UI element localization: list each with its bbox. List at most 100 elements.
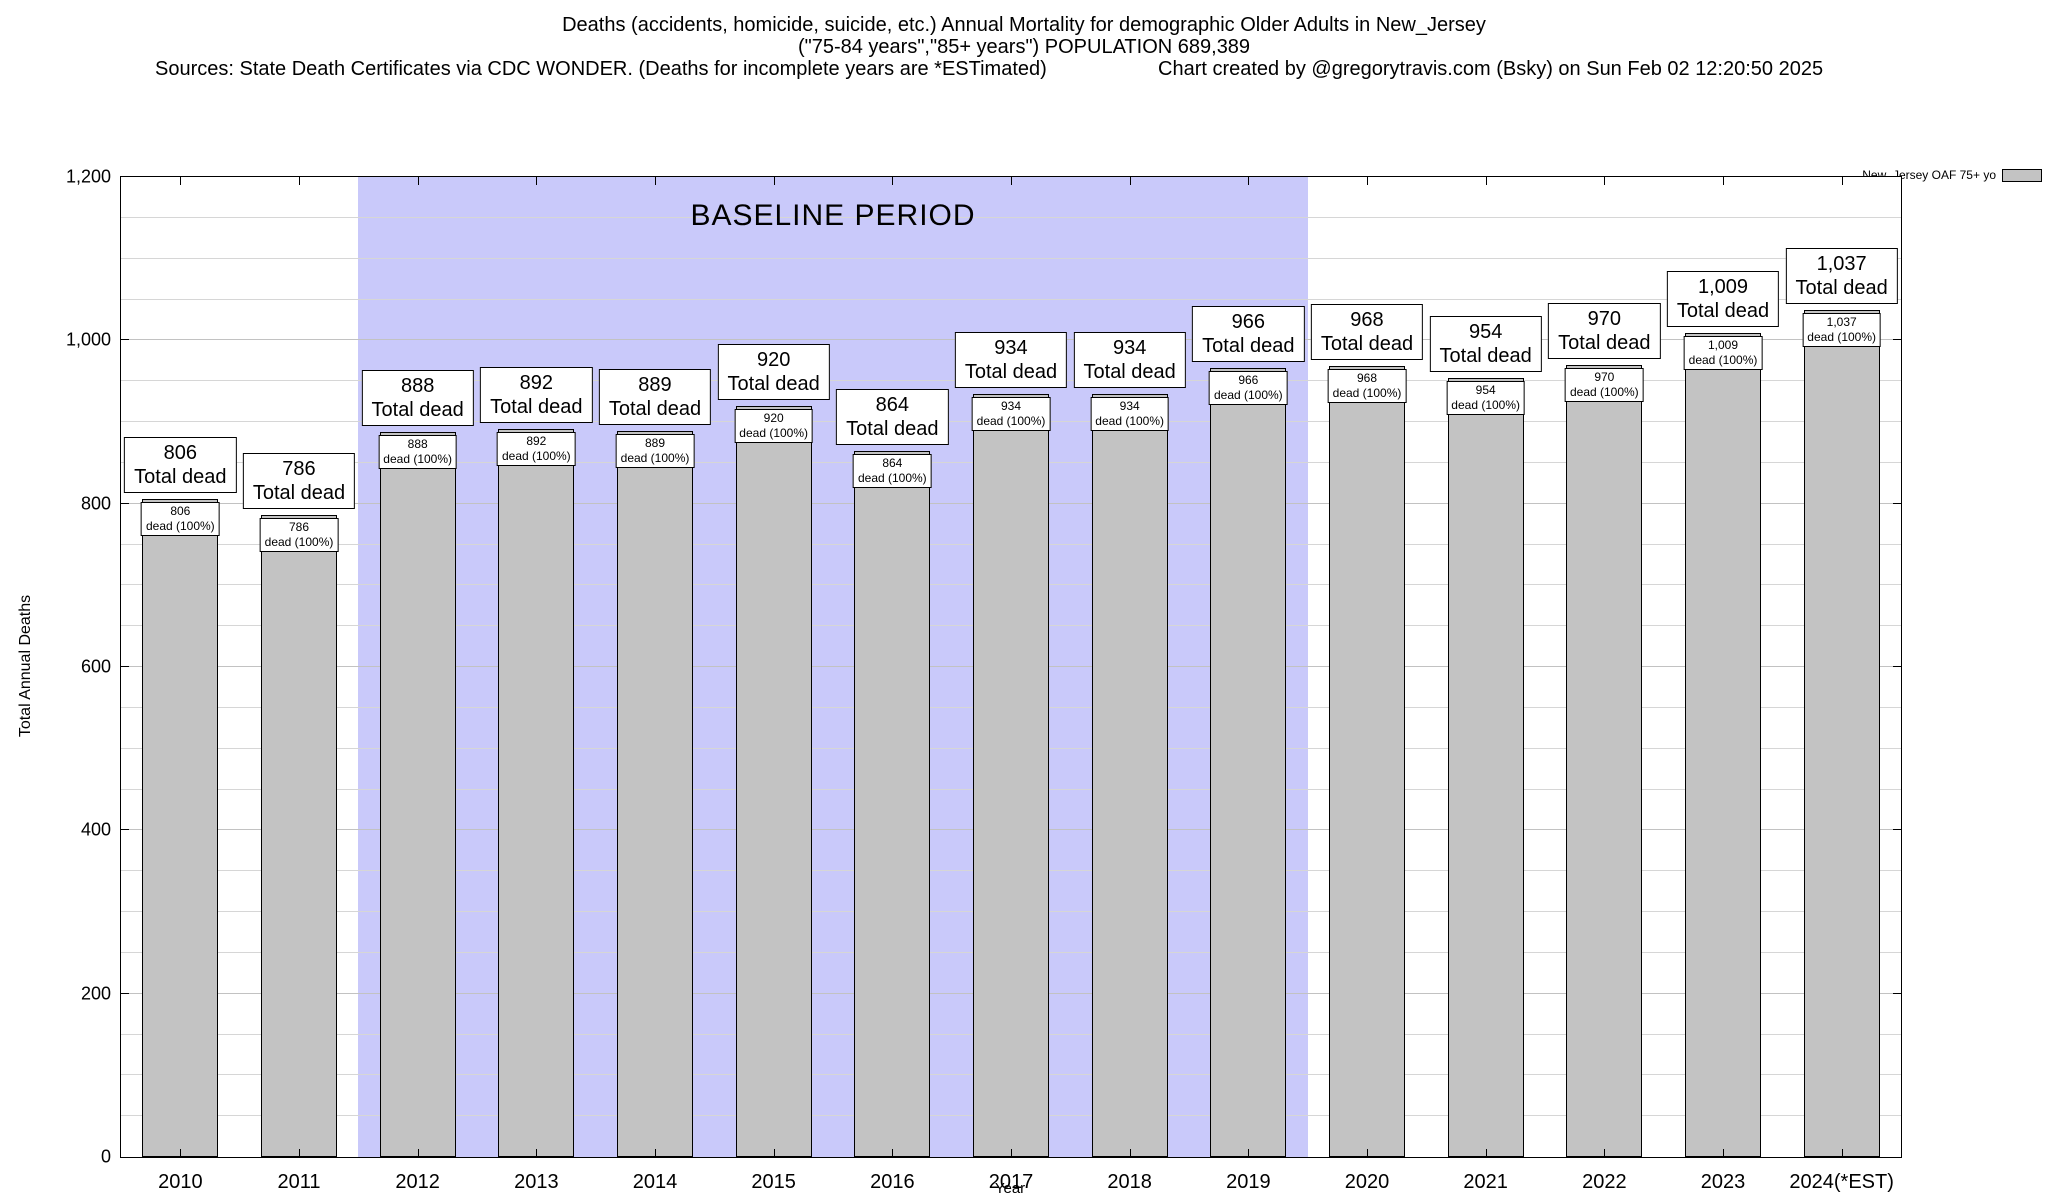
label-text: 954 [1475, 383, 1496, 397]
x-tick-mark [180, 177, 182, 185]
x-tick-mark [773, 1149, 775, 1157]
label-text: 806 [163, 442, 198, 464]
label-text: Total dead [1795, 277, 1888, 299]
bar-2014 [617, 431, 693, 1157]
label-text: 1,009 [1697, 276, 1749, 298]
label-text: Total dead [1320, 333, 1414, 355]
bar-sublabel-box: 1,037 dead (100%) [1802, 313, 1882, 347]
x-tick-label: 2018 [1107, 1171, 1152, 1193]
y-tick-mark [121, 992, 129, 994]
label-text: 888 [407, 437, 428, 451]
label-text: 888 [400, 375, 435, 397]
bar-2010 [142, 499, 219, 1157]
bar-sublabel-box: 966 dead (100%) [1208, 371, 1288, 405]
x-tick-mark [1485, 1149, 1487, 1157]
bar-label-box: 892 Total dead [480, 367, 593, 423]
bar-label-box: 888 Total dead [361, 370, 474, 426]
bar-label-box: 806 Total dead [124, 437, 237, 493]
x-tick-mark [1129, 1149, 1131, 1157]
label-text: 889 [644, 436, 666, 450]
label-text: Total dead [134, 466, 227, 488]
label-text: dead (100%) [501, 449, 571, 463]
label-text: Total dead [1676, 300, 1770, 322]
label-text: 934 [1119, 399, 1140, 413]
y-tick-mark [121, 502, 129, 504]
gridline [121, 257, 1901, 259]
x-tick-mark [536, 177, 538, 185]
bar-sublabel-box: 1,009 dead (100%) [1683, 336, 1763, 370]
bar-2016 [854, 451, 931, 1157]
y-tick-mark [1893, 666, 1901, 667]
label-text: 889 [638, 374, 672, 396]
bar-label-box: 934 Total dead [1073, 332, 1186, 388]
gridline [121, 298, 1901, 300]
label-text: dead (100%) [857, 471, 927, 485]
x-tick-mark [1248, 1149, 1250, 1157]
label-text: dead (100%) [1807, 330, 1877, 344]
y-tick-mark [1893, 829, 1901, 831]
label-text: dead (100%) [1451, 398, 1521, 412]
y-tick-mark [1893, 502, 1901, 504]
y-tick-mark [121, 666, 129, 667]
plot-area: BASELINE PERIOD 0 200 400 600 800 1,000 1,200 8… [66, 167, 1902, 1193]
label-text: dead (100%) [145, 519, 215, 533]
bar-label-box: 1,009 Total dead [1666, 271, 1780, 327]
y-tick-mark [121, 829, 129, 831]
x-tick-label: 2020 [1344, 1171, 1390, 1193]
label-text: 1,037 [1826, 315, 1857, 329]
bar-sublabel-box: 892 dead (100%) [496, 432, 576, 466]
bar-sublabel-box: 864 dead (100%) [852, 454, 932, 488]
bar-2023 [1685, 333, 1761, 1157]
x-tick-label: 2017 [988, 1171, 1034, 1193]
label-text: 966 [1238, 373, 1259, 387]
x-tick-mark [1723, 177, 1724, 185]
label-text: Total dead [1202, 335, 1295, 357]
x-tick-label: 2016 [870, 1171, 915, 1193]
x-tick-label: 2019 [1226, 1171, 1271, 1193]
bar-2024(*EST) [1803, 310, 1880, 1157]
gridline [121, 216, 1901, 218]
x-tick-mark [1841, 177, 1843, 185]
label-text: 954 [1468, 321, 1503, 343]
chart-subtitle: ("75-84 years","85+ years") POPULATION 6… [797, 36, 1251, 58]
x-tick-mark [892, 177, 894, 185]
bar-label-box: 970 Total dead [1548, 303, 1661, 359]
bar-2013 [498, 429, 575, 1157]
y-tick-mark [1893, 339, 1901, 341]
y-tick-label: 0 [100, 1146, 111, 1167]
y-tick-label: 1,200 [65, 166, 111, 187]
label-text: dead (100%) [1332, 386, 1402, 400]
x-tick-mark [1604, 1149, 1606, 1157]
label-text: 934 [1000, 399, 1022, 413]
x-tick-label: 2021 [1463, 1171, 1508, 1193]
label-text: 864 [875, 394, 910, 416]
bar-2021 [1447, 378, 1524, 1157]
label-text: 806 [170, 504, 191, 518]
x-tick-mark [180, 1149, 182, 1157]
label-text: 864 [882, 456, 903, 470]
y-tick-label: 800 [80, 493, 111, 514]
x-tick-mark [299, 1149, 300, 1157]
x-tick-label: 2013 [514, 1171, 559, 1193]
label-text: 970 [1594, 370, 1615, 384]
x-tick-label: 2012 [395, 1171, 440, 1193]
y-tick-mark [121, 339, 129, 341]
label-text: 786 [288, 520, 310, 534]
label-text: dead (100%) [620, 451, 690, 465]
bar-label-box: 966 Total dead [1192, 306, 1305, 362]
label-text: 934 [1112, 337, 1147, 359]
label-text: Total dead [252, 482, 346, 504]
x-tick-mark [1604, 177, 1606, 185]
label-text: dead (100%) [739, 426, 809, 440]
bar-sublabel-box: 920 dead (100%) [734, 409, 814, 443]
bar-sublabel-box: 889 dead (100%) [615, 434, 695, 468]
x-tick-mark [299, 177, 300, 185]
label-text: 968 [1356, 371, 1378, 385]
x-tick-mark [892, 1149, 894, 1157]
label-text: 1,037 [1816, 253, 1867, 275]
baseline-period-label: BASELINE PERIOD [690, 199, 976, 232]
bar-2012 [379, 432, 456, 1157]
bar-2022 [1566, 365, 1643, 1157]
bar-2011 [261, 515, 337, 1157]
